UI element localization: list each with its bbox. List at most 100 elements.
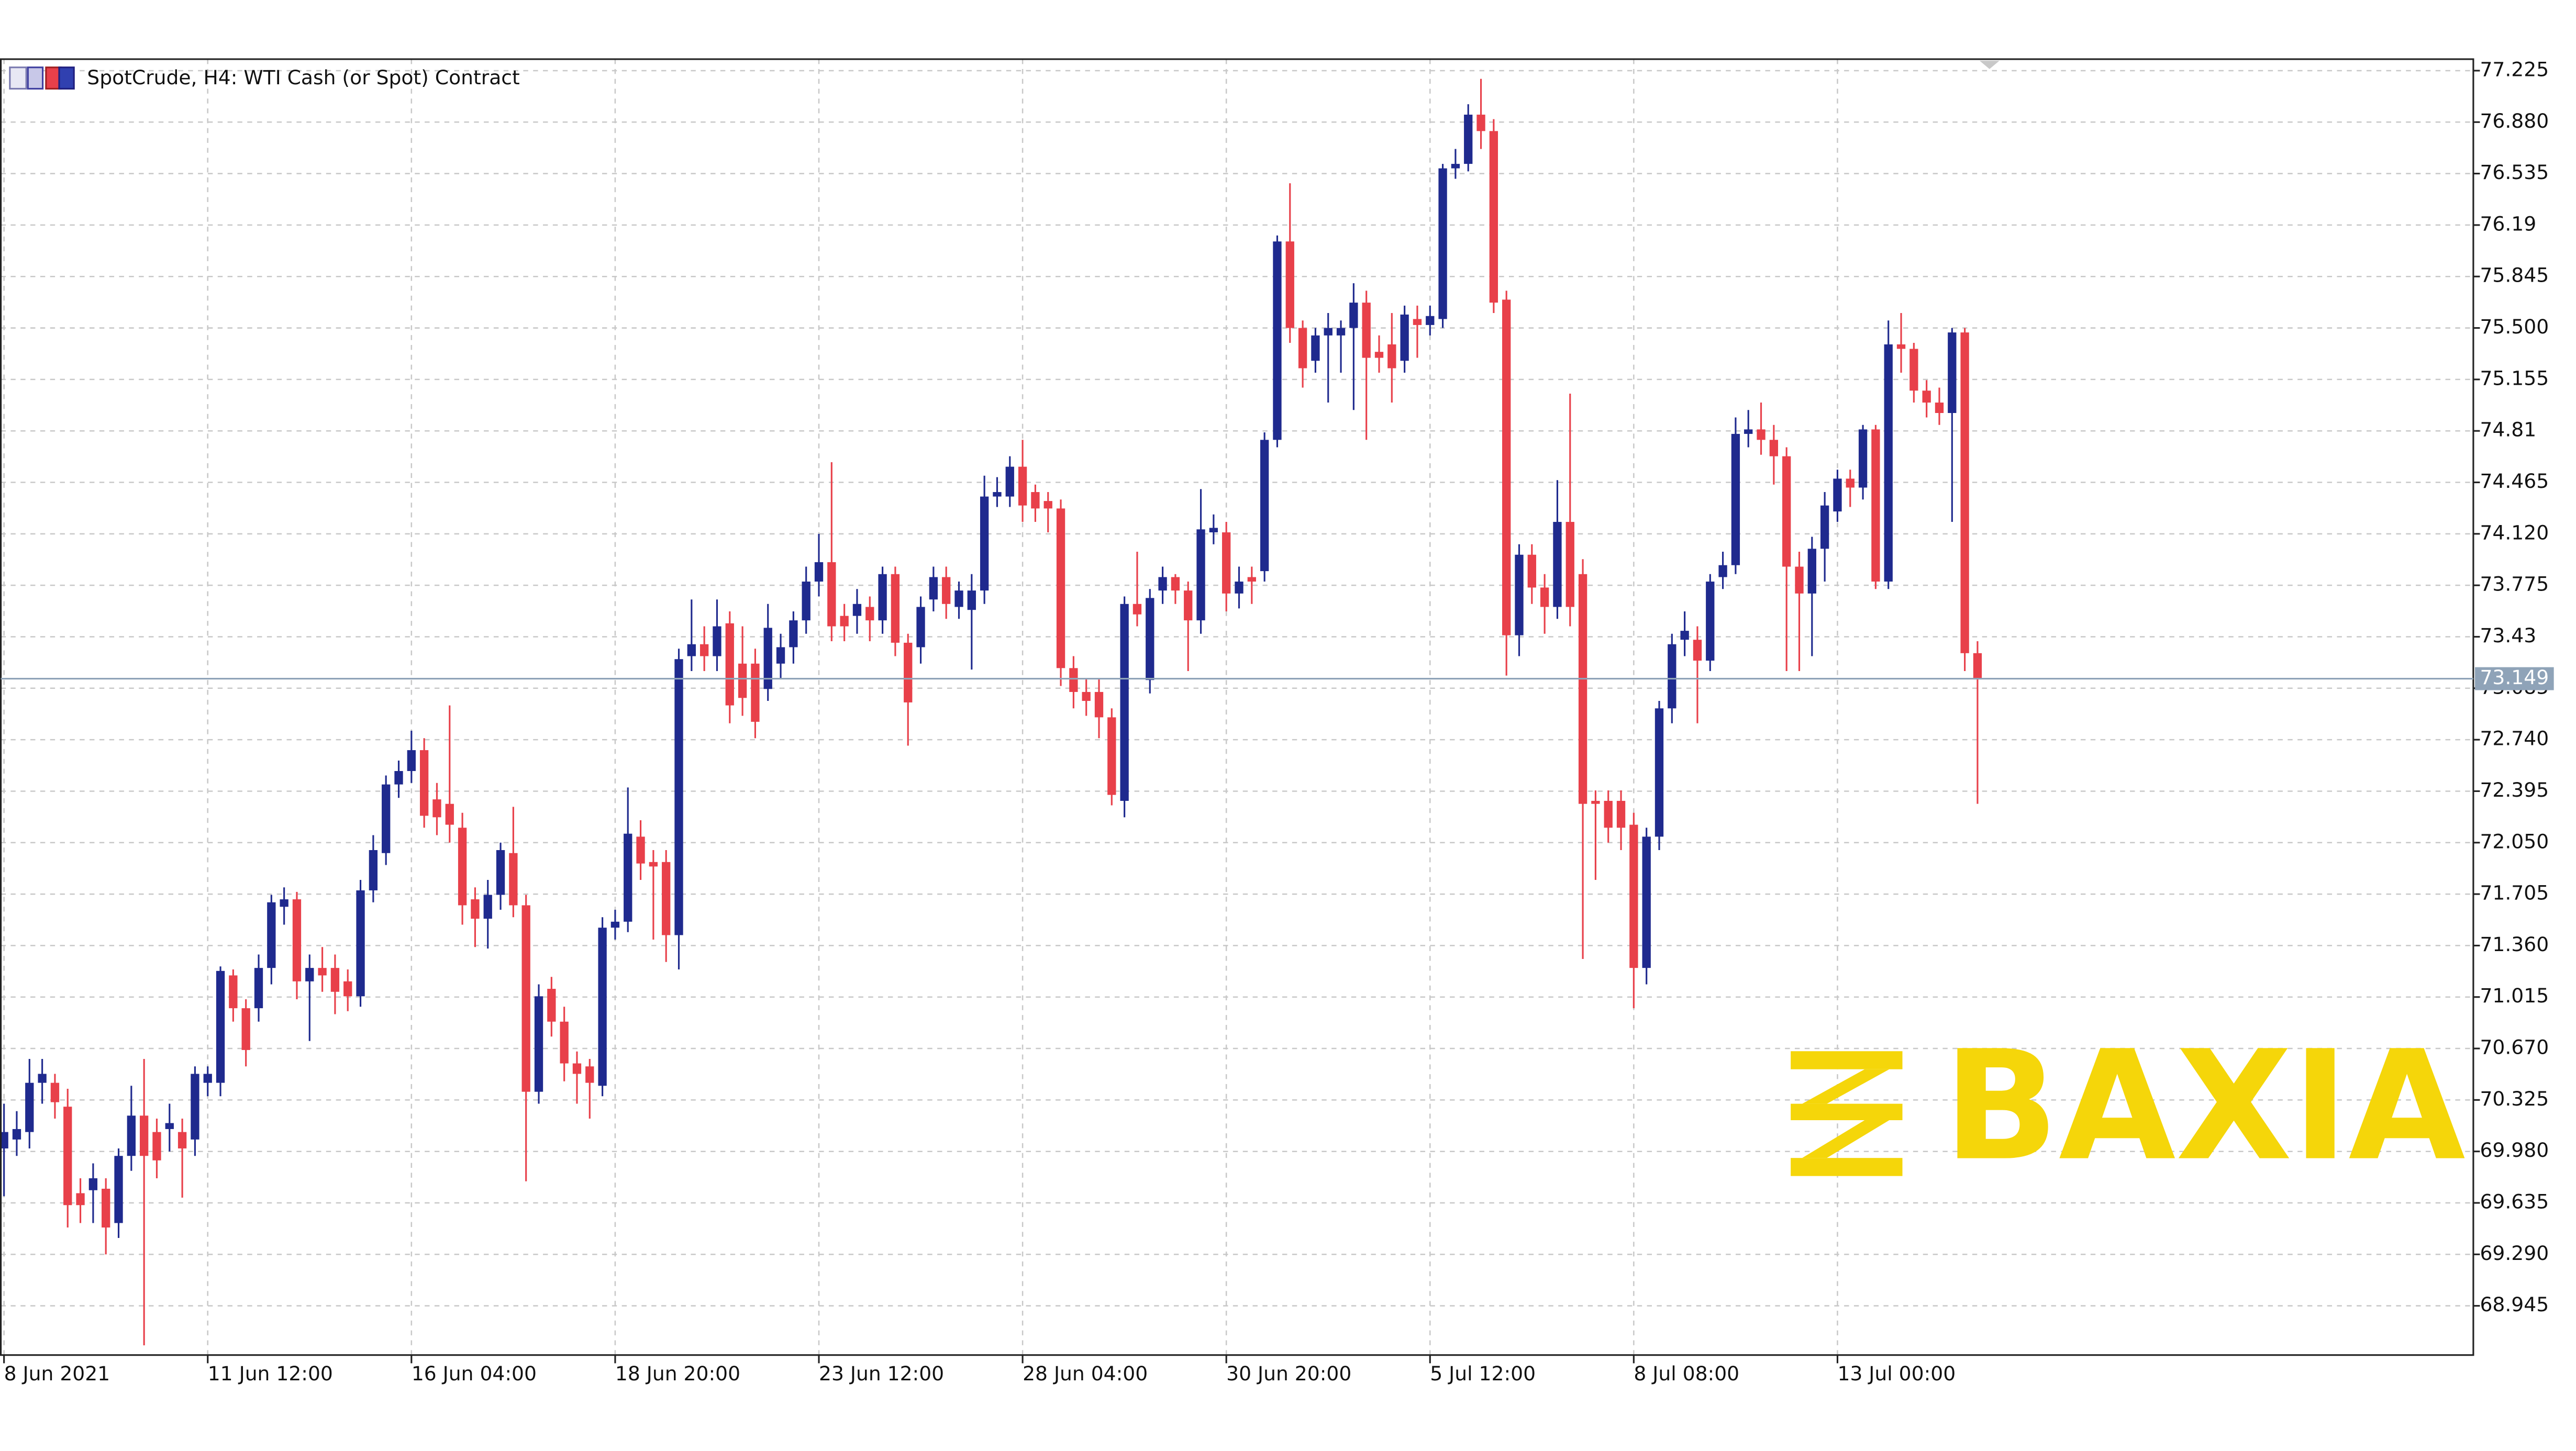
candle-body [789,620,798,648]
y-tick-label: 75.155 [2480,366,2549,389]
candle-body [674,659,683,935]
candle-body [419,750,429,816]
candle-body [814,562,824,582]
x-tick-label: 5 Jul 12:00 [1430,1362,1536,1385]
candle-body [521,905,530,1092]
y-tick-label: 76.880 [2480,109,2549,132]
candle-body [1769,440,1779,456]
candle-body [802,582,810,621]
x-tick-label: 8 Jun 2021 [4,1362,110,1385]
candle-body [1604,800,1613,828]
x-tick-label: 8 Jul 08:00 [1634,1362,1739,1385]
candle-body [865,607,874,621]
y-tick-label: 76.535 [2480,161,2549,184]
candle-body [738,663,747,698]
candle-body [1757,429,1766,440]
candle-body [1960,332,1969,653]
candle-body [916,607,925,648]
candle-body [1336,328,1346,336]
candle-body [687,644,696,656]
candle-body [267,902,276,968]
current-price-box [2475,667,2554,690]
y-tick-label: 72.740 [2480,727,2549,750]
candle-body [1018,466,1027,506]
candle-body [1349,303,1358,328]
candle-body [1082,691,1091,701]
candle-body [1795,566,1804,594]
candle-body [114,1156,123,1223]
candle-body [636,836,645,864]
candle-body [394,771,403,785]
candle-body [852,604,862,616]
plot-frame [0,58,2474,1356]
y-tick-label: 71.360 [2480,933,2549,956]
y-tick-label: 69.635 [2480,1190,2549,1213]
candle-body [1285,241,1294,328]
x-tick-label: 16 Jun 04:00 [412,1362,537,1385]
candle-body [624,833,632,922]
y-tick-label: 72.395 [2480,778,2549,801]
candle-body [1069,668,1078,692]
y-tick-label: 73.775 [2480,573,2549,596]
candle-body [904,642,913,702]
y-tick-label: 68.945 [2480,1293,2549,1316]
candle-body [1273,241,1282,440]
candle-body [496,850,505,895]
candle-body [1668,644,1676,709]
candle-body [649,862,658,867]
y-tick-label: 74.465 [2480,470,2549,493]
shift-marker [1979,61,2000,69]
candle-body [25,1082,34,1132]
y-tick-label: 70.670 [2480,1036,2549,1059]
candle-body [1693,640,1702,661]
y-tick-label: 69.980 [2480,1139,2549,1162]
candle-body [102,1188,110,1228]
candle-body [751,663,760,722]
candle-body [1438,168,1447,319]
y-tick-label: 73.43 [2480,624,2536,647]
candle-body [1171,577,1180,591]
grid [1,59,2473,1355]
candles [0,79,1982,1346]
candle-body [534,996,543,1092]
candle-body [1744,429,1753,434]
candle-body [127,1115,136,1156]
candle-body [50,1082,60,1102]
candle-body [432,799,441,818]
y-tick-label: 70.325 [2480,1087,2549,1110]
candle-body [1158,577,1167,591]
candle-body [1629,824,1638,968]
candle-body [954,590,963,607]
candle-body [382,784,391,853]
candle-body [63,1107,72,1206]
candle-body [699,644,709,656]
candle-body [1413,319,1422,325]
candle-body [407,750,416,771]
candle-body [1718,565,1727,577]
candle-body [1043,501,1052,509]
candle-body [12,1129,21,1140]
watermark-logo [1791,1051,1903,1176]
y-tick-label: 75.845 [2480,264,2549,287]
candle-body [1311,335,1320,361]
candle-body [1565,522,1574,607]
candle-body [1502,299,1511,635]
y-tick-label: 77.225 [2480,58,2549,81]
candle-body [1324,328,1333,336]
candle-body [1833,478,1842,512]
candle-body [993,492,1002,497]
candle-body [483,895,492,919]
candle-body [1056,508,1065,668]
title-icon [9,66,75,90]
candle-body [662,862,671,935]
candle-body [471,899,480,919]
candle-body [1871,429,1880,582]
candle-body [1184,590,1193,621]
candle-body [165,1123,174,1129]
candle-body [560,1021,569,1064]
candle-body [1451,164,1460,169]
candle-body [598,928,607,1086]
candle-body [280,899,288,907]
